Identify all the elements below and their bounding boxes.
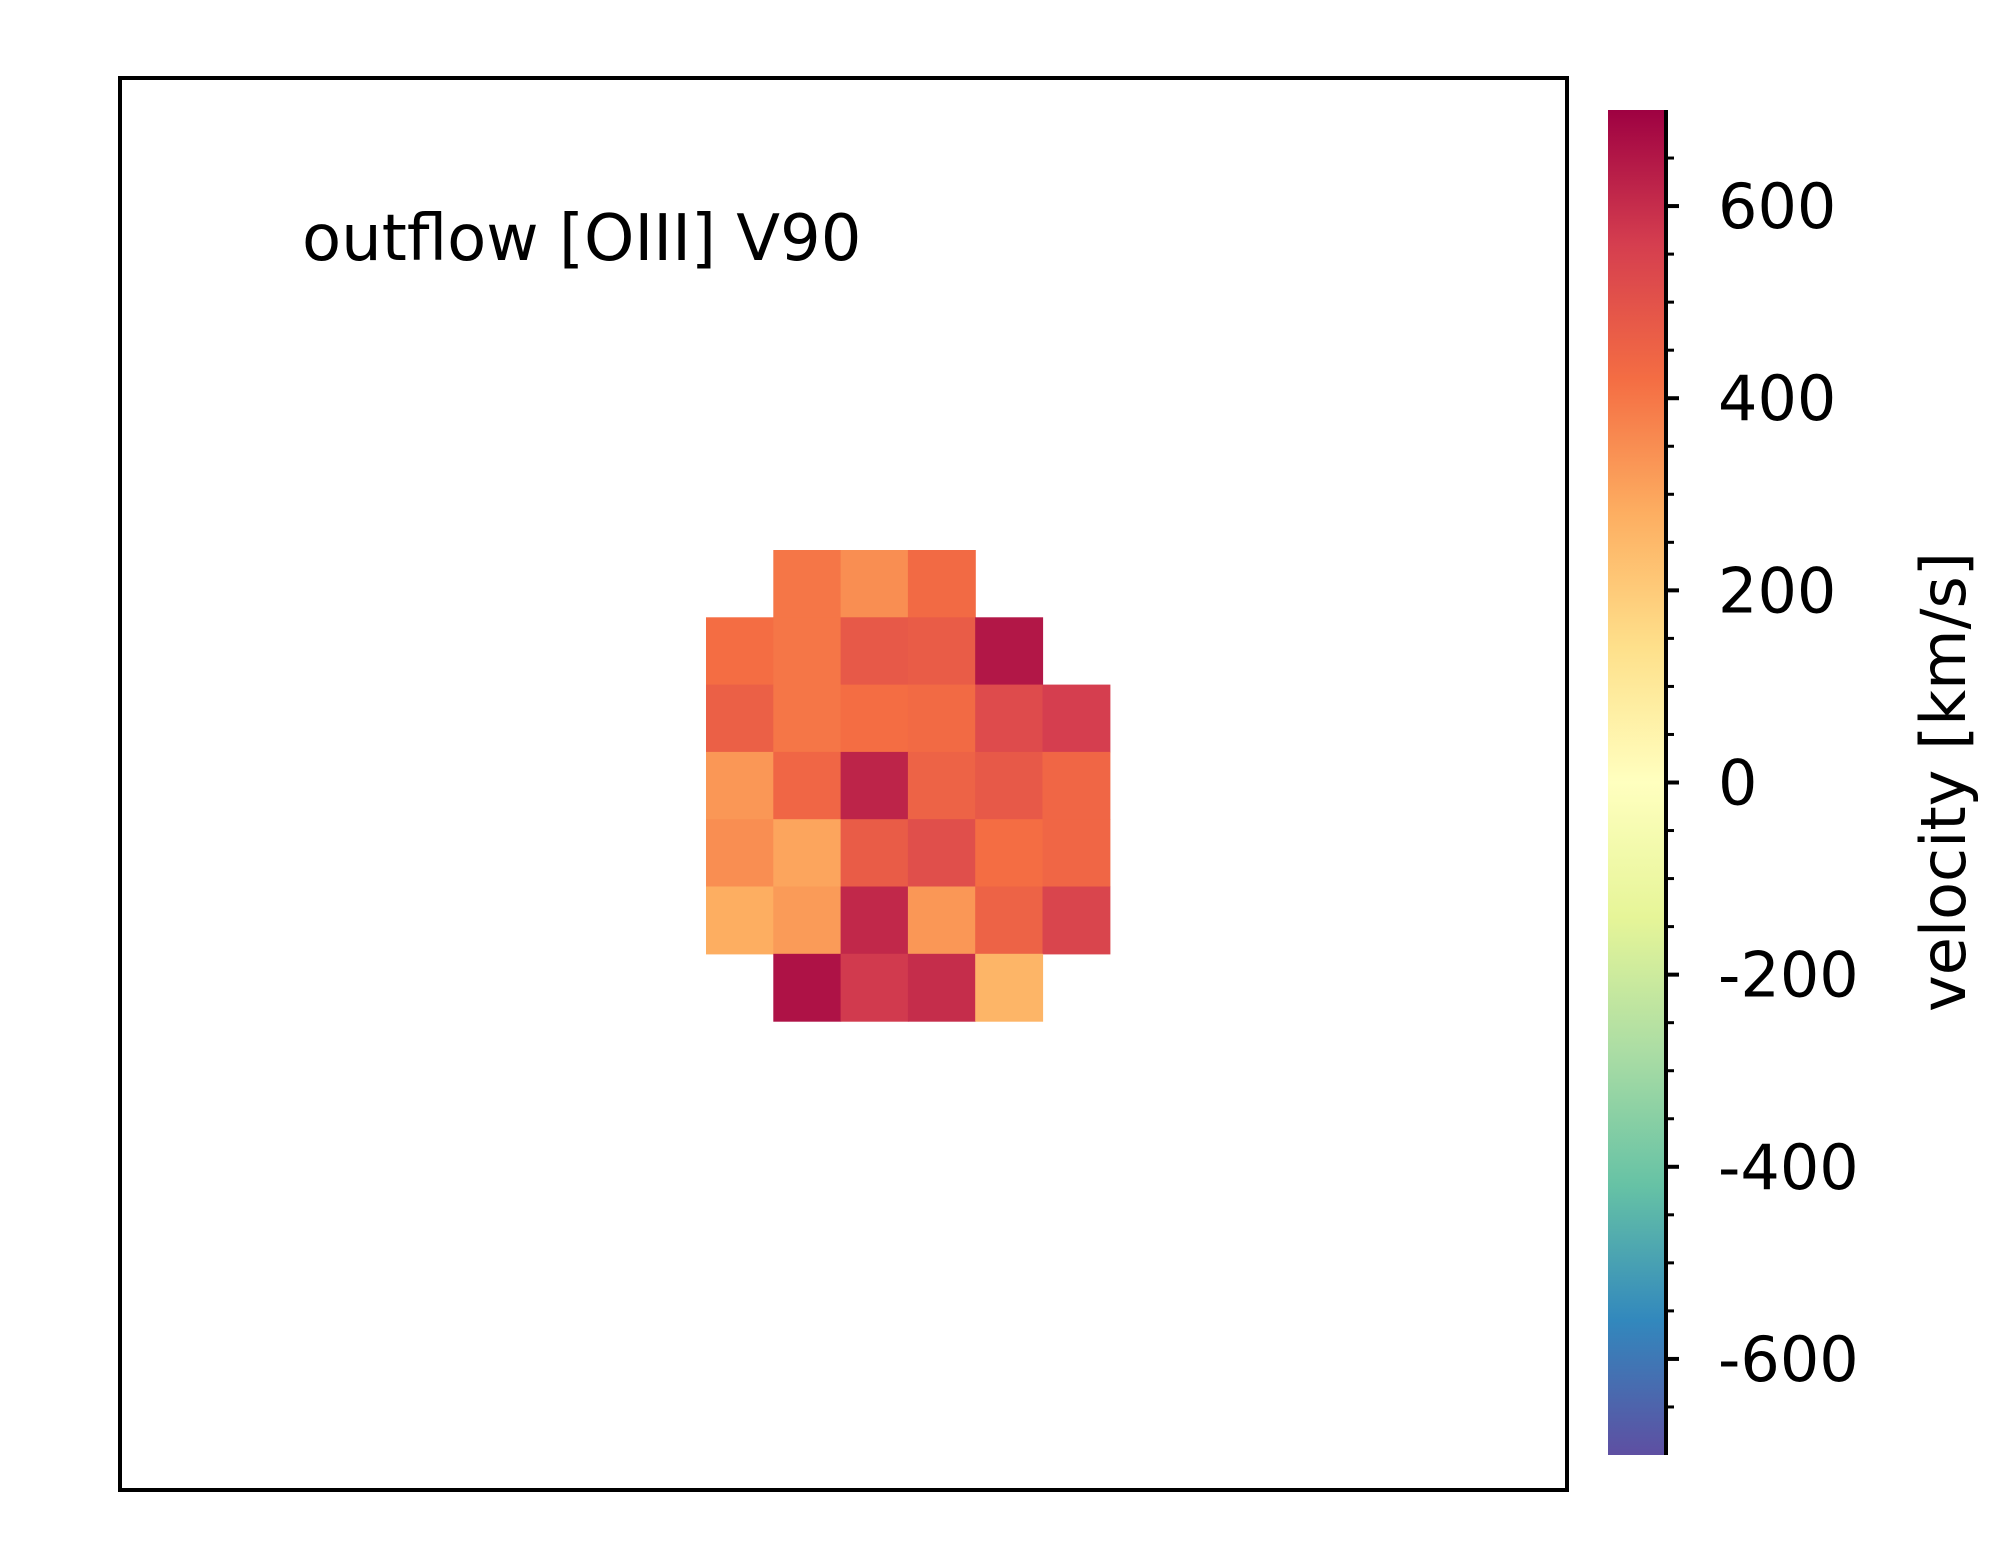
heatmap-cell [975,751,1044,820]
heatmap-cell [773,953,842,1022]
heatmap-cell [1042,819,1111,888]
heatmap-cell [975,617,1044,686]
heatmap-cell [840,617,909,686]
heatmap-cell [773,684,842,753]
heatmap-cell [706,617,774,686]
colorbar-tick-label: 200 [1718,554,1836,627]
heatmap-cell [773,550,842,618]
heatmap-cell [840,751,909,820]
colorbar-tick-label: -600 [1718,1323,1859,1396]
colorbar-tick-label: -200 [1718,939,1859,1012]
heatmap-cell [975,953,1044,1022]
heatmap-cell [773,886,842,955]
heatmap-cell [907,550,976,618]
heatmap-cell [840,550,909,618]
heatmap-cell [706,751,774,820]
colorbar [1608,110,1666,1455]
heatmap-cell [1042,684,1111,753]
heatmap-cell [773,751,842,820]
heatmap-cell [975,819,1044,888]
colorbar-tick-label: 600 [1718,170,1836,243]
heatmap-cell [840,819,909,888]
heatmap-cell [706,819,774,888]
heatmap-cell [907,617,976,686]
colorbar-tick-label: 0 [1718,747,1757,820]
heatmap-cell [706,684,774,753]
heatmap-cell [907,953,976,1022]
heatmap-cell [773,617,842,686]
heatmap-cell [907,886,976,955]
heatmap-cell [975,886,1044,955]
heatmap-cell [773,819,842,888]
colorbar-tick-label: 400 [1718,362,1836,435]
heatmap-cell [840,684,909,753]
axes-frame [118,76,1569,1492]
heatmap-cell [975,684,1044,753]
colorbar-label: velocity [km/s] [1907,552,1980,1012]
annotation: outflow [OIII] V90 [302,202,861,276]
heatmap-cell [706,886,774,955]
heatmap-cell [840,886,909,955]
heatmap-cell [1042,751,1111,820]
colorbar-tick-label: -400 [1718,1131,1859,1204]
heatmap-cell [1042,886,1111,955]
heatmap-cell [907,819,976,888]
heatmap-cell [840,953,909,1022]
heatmap-cell [907,684,976,753]
heatmap-cell [907,751,976,820]
